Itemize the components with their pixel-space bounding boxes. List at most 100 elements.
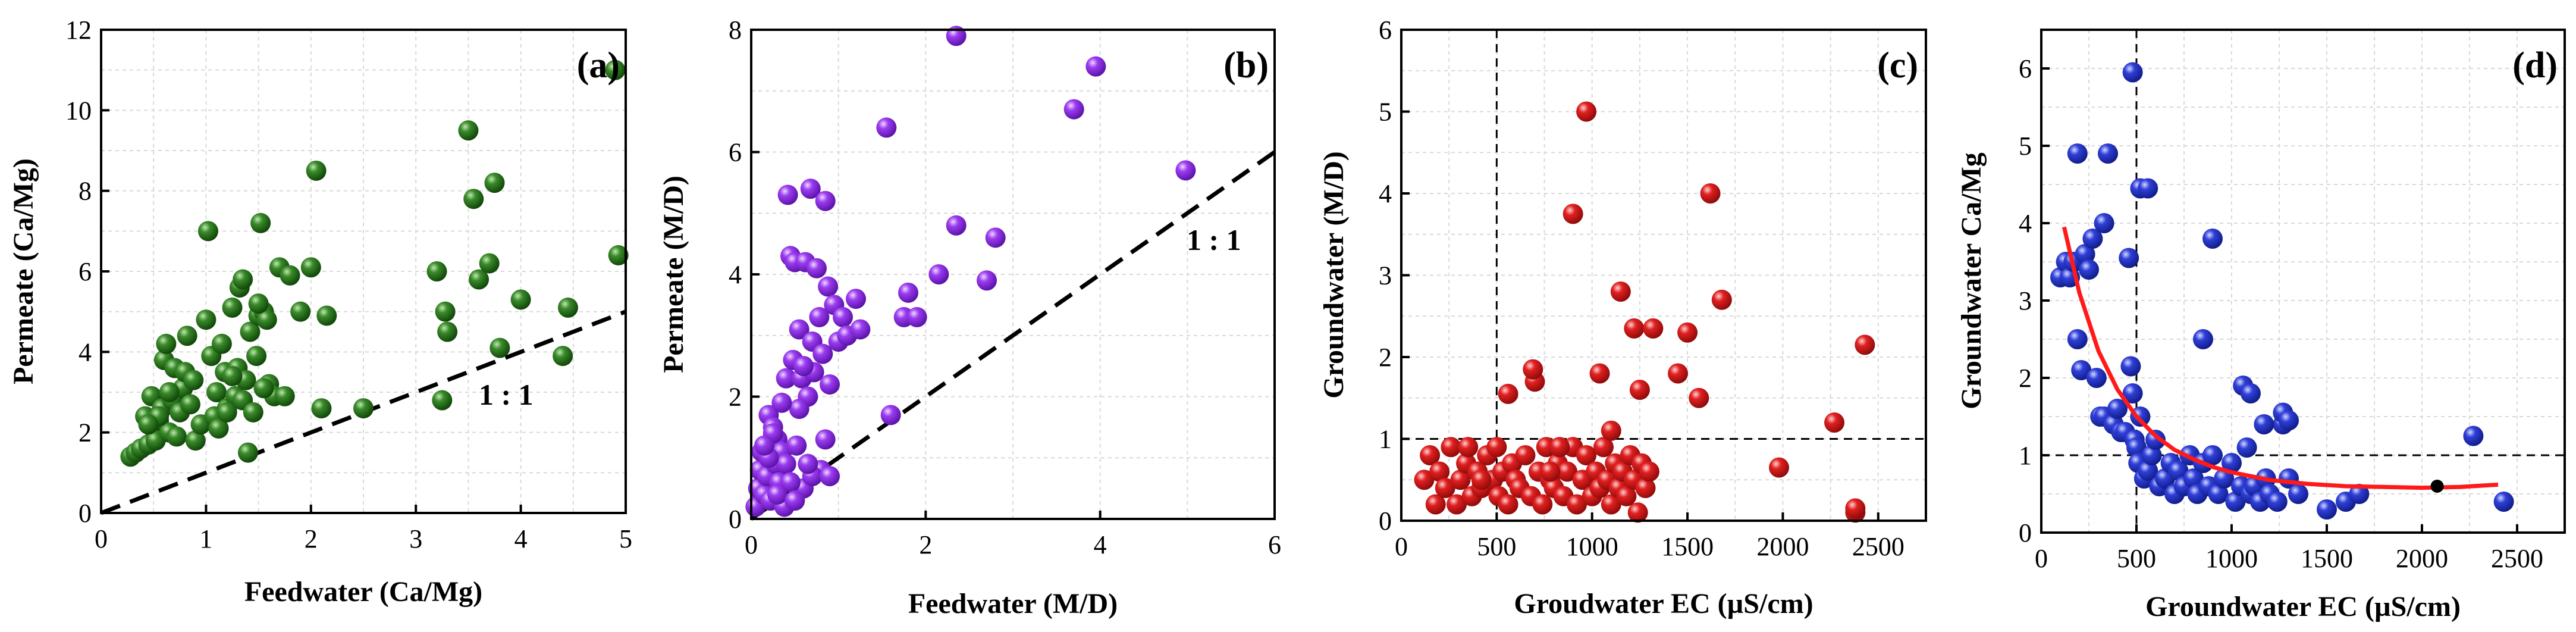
x-tick-label: 1500 (2301, 544, 2353, 573)
data-point (183, 370, 204, 390)
data-point (432, 390, 453, 411)
panel-d-frame (2040, 29, 2566, 534)
data-point (754, 435, 774, 456)
x-tick-label: 5 (619, 524, 632, 553)
data-point (898, 282, 918, 303)
x-tick-label: 4 (514, 524, 528, 553)
data-point (2079, 259, 2099, 280)
data-point (1711, 289, 1732, 310)
x-tick-label: 1000 (1566, 532, 1618, 561)
data-point (1425, 494, 1446, 515)
y-tick-label: 4 (79, 337, 92, 367)
y-tick-label: 8 (79, 177, 92, 206)
panel-c-xlabel: Groudwater EC (µS/cm) (1514, 588, 1813, 620)
data-point (2141, 445, 2162, 465)
y-tick-label: 2 (2019, 364, 2032, 393)
data-point (1610, 281, 1631, 302)
data-point (2138, 461, 2158, 481)
y-tick-label: 0 (2019, 518, 2032, 547)
data-point (437, 321, 458, 342)
data-point (222, 365, 243, 386)
panel-c-label: (c) (1877, 45, 1918, 86)
data-point (946, 215, 967, 236)
data-point (1616, 486, 1637, 506)
data-point (2349, 484, 2370, 504)
data-point (246, 346, 267, 367)
data-point (316, 305, 337, 326)
x-tick-label: 2 (305, 524, 318, 553)
data-point (353, 398, 374, 419)
data-point (240, 321, 261, 342)
data-point (1576, 445, 1597, 465)
data-point (771, 392, 792, 413)
data-point (906, 306, 927, 327)
x-tick-label: 2000 (1756, 532, 1809, 561)
x-tick-label: 1 (199, 524, 212, 553)
data-point (2463, 425, 2484, 446)
data-point (1562, 204, 1583, 224)
panel-c-xticks: 0 500 1000 1500 2000 2500 (1395, 512, 1904, 561)
data-point (1639, 461, 1659, 482)
panel-a-ylabel: Permeate (Ca/Mg) (8, 158, 39, 384)
data-point (2288, 484, 2308, 504)
panel-c-points (1414, 101, 1875, 523)
y-tick-label: 12 (65, 15, 92, 45)
data-point (253, 378, 274, 399)
y-tick-label: 2 (729, 383, 742, 412)
data-point (815, 429, 836, 450)
panel-b-points (745, 26, 1196, 517)
y-tick-label: 3 (2019, 286, 2032, 315)
x-tick-label: 1000 (2205, 544, 2258, 573)
data-point (557, 297, 578, 318)
data-point (1824, 412, 1845, 433)
data-point (553, 346, 573, 367)
data-point (850, 319, 871, 340)
data-point (206, 382, 227, 402)
data-point (1845, 498, 1866, 519)
data-point (608, 245, 629, 265)
data-point (2236, 437, 2257, 458)
data-point (1627, 502, 1648, 523)
panel-a-points (120, 60, 629, 467)
panel-c-reference-lines (1401, 30, 1926, 521)
data-point (1532, 494, 1553, 515)
panel-d-points (2050, 62, 2514, 520)
panel-d-reference-lines (2041, 30, 2565, 533)
x-tick-label: 3 (409, 524, 422, 553)
panel-b-xticks: 0 2 4 6 (745, 511, 1281, 559)
panel-d-fit-curve (2062, 226, 2499, 490)
data-point (846, 289, 866, 309)
data-point (1175, 160, 1196, 181)
data-point (1668, 363, 1689, 384)
x-tick-label: 0 (1395, 532, 1408, 561)
data-point (767, 484, 787, 505)
data-point (1601, 494, 1621, 515)
data-point (222, 297, 243, 318)
panel-d-xlabel: Groundwater EC (µS/cm) (2145, 591, 2461, 622)
data-point (2075, 244, 2095, 264)
data-point (2241, 383, 2261, 403)
x-tick-label: 6 (1268, 530, 1281, 559)
data-point (1429, 461, 1450, 482)
data-point (1471, 470, 1492, 490)
data-point (820, 374, 840, 395)
panel-a-annotation: 1 : 1 (479, 378, 534, 411)
data-point (2279, 410, 2299, 431)
one-to-one-line (749, 150, 1276, 521)
data-point (1769, 457, 1790, 478)
y-tick-label: 5 (2019, 132, 2032, 161)
x-tick-label: 0 (2035, 544, 2048, 573)
panel-b-xlabel: Feedwater (M/D) (908, 588, 1118, 620)
data-point (776, 368, 796, 389)
data-point (1441, 437, 1461, 458)
data-point (1589, 363, 1610, 384)
data-point (1677, 322, 1698, 343)
data-point (780, 472, 801, 493)
data-point (2138, 178, 2158, 199)
data-point (2202, 229, 2223, 249)
y-tick-label: 8 (729, 15, 742, 45)
data-point (876, 117, 897, 138)
data-point (311, 398, 332, 419)
data-point (2183, 468, 2204, 489)
